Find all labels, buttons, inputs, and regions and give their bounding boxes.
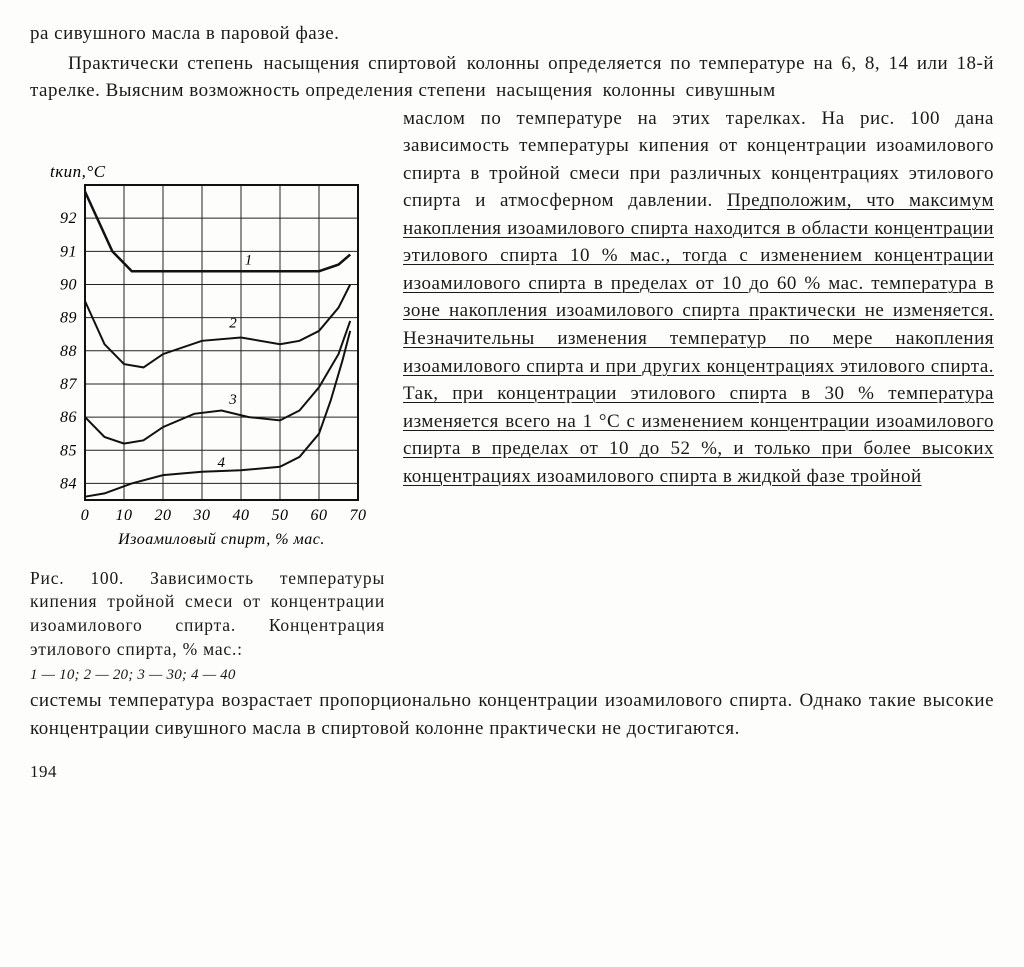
- figure-column: 0 10 20 30 40 50 60 70 84 85 86 87 88 89 90 91 92 tкип,°С…: [30, 105, 385, 686]
- two-column-block: 0 10 20 30 40 50 60 70 84 85 86 87 88 89 90 91 92 tкип,°С…: [30, 105, 994, 686]
- svg-text:2: 2: [229, 315, 237, 331]
- svg-text:tкип,°С: tкип,°С: [50, 162, 106, 181]
- top-fragment-line: ра сивушного масла в паровой фазе.: [30, 20, 994, 48]
- svg-text:30: 30: [193, 507, 211, 524]
- svg-text:88: 88: [60, 342, 77, 359]
- body-text-underlined: Предположим, что максимум накопления изо…: [403, 190, 994, 486]
- svg-text:60: 60: [311, 507, 328, 524]
- svg-text:0: 0: [81, 507, 90, 524]
- svg-text:4: 4: [218, 454, 226, 470]
- bottom-underlined: системы температура возрастает пропорцио…: [30, 690, 793, 711]
- svg-text:Изоамиловый спирт, % мас.: Изоамиловый спирт, % мас.: [117, 531, 325, 548]
- svg-text:91: 91: [60, 243, 77, 260]
- figure-caption: Рис. 100. Зависимость температуры кипени…: [30, 567, 385, 662]
- boiling-point-chart: 0 10 20 30 40 50 60 70 84 85 86 87 88 89 90 91 92 tкип,°С…: [30, 155, 370, 555]
- svg-text:10: 10: [116, 507, 133, 524]
- svg-text:50: 50: [272, 507, 289, 524]
- svg-text:40: 40: [233, 507, 250, 524]
- svg-text:87: 87: [60, 376, 78, 393]
- svg-text:84: 84: [60, 475, 77, 492]
- body-text-column: маслом по температуре на этих тарелках. …: [403, 105, 994, 491]
- svg-text:70: 70: [350, 507, 367, 524]
- svg-text:90: 90: [60, 276, 77, 293]
- bottom-paragraph: системы температура возрастает пропорцио…: [30, 687, 994, 742]
- svg-text:20: 20: [155, 507, 172, 524]
- svg-text:1: 1: [245, 252, 253, 268]
- svg-text:85: 85: [60, 442, 77, 459]
- svg-text:86: 86: [60, 409, 77, 426]
- svg-text:3: 3: [228, 391, 237, 407]
- svg-text:89: 89: [60, 309, 77, 326]
- page-body: ра сивушного масла в паровой фазе. Практ…: [30, 20, 994, 785]
- svg-text:92: 92: [60, 210, 77, 227]
- figure-legend: 1 — 10; 2 — 20; 3 — 30; 4 — 40: [30, 665, 385, 685]
- page-number: 194: [30, 760, 994, 785]
- intro-paragraph: Практически степень насыщения спиртовой …: [30, 50, 994, 105]
